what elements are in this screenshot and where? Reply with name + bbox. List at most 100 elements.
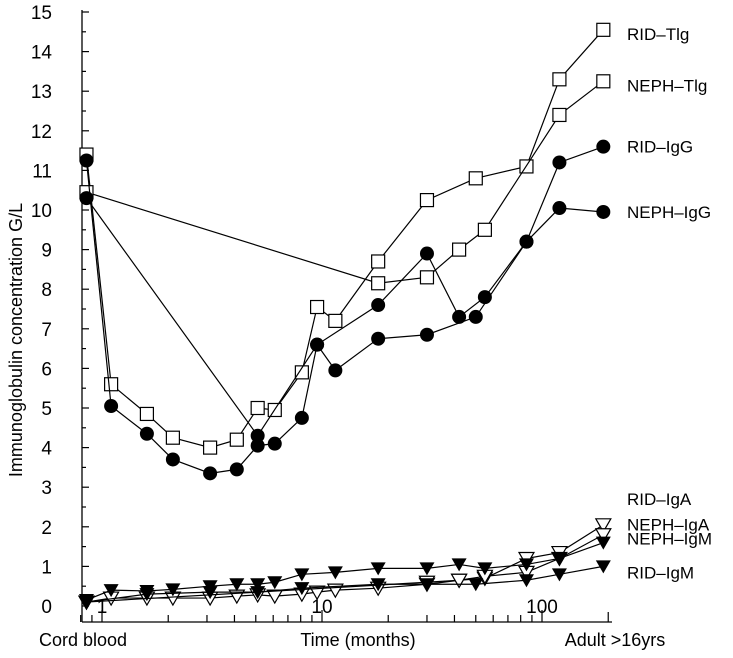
series-label: NEPH–IgA [627,516,710,535]
data-point [203,466,218,481]
data-point [294,365,309,380]
series-8 [78,560,611,610]
data-point [596,139,611,154]
data-point [250,578,266,592]
data-point [596,22,611,37]
data-point [468,578,484,592]
data-point [477,562,493,576]
series-label: NEPH–IgG [627,203,711,222]
series-layer [77,22,612,611]
y-tick-label: 0 [41,597,52,618]
x-tick-label: 1 [97,597,108,618]
series-label: RID–IgA [627,490,692,509]
data-point [371,254,386,269]
data-point [165,452,180,467]
data-point [452,242,467,257]
labels-layer: RID–Tlg NEPH–Tlg RID–IgG NEPH–IgG RID–IgA NEP… [627,25,712,583]
series-label: RID–IgG [627,138,693,157]
data-point [139,406,155,422]
data-point [371,298,386,313]
data-point [595,560,611,574]
data-point [327,566,343,580]
data-point [229,432,244,447]
y-tick-label: 7 [41,320,52,341]
data-point [104,377,119,392]
data-point [518,574,534,588]
data-point [103,584,119,598]
data-point [419,193,435,208]
data-point [104,399,119,414]
data-point [250,428,265,443]
data-point [328,313,343,328]
data-point [371,276,386,291]
data-point [78,596,94,610]
data-point [419,327,434,342]
x-category-label-right: Adult >16yrs [565,630,666,650]
data-point [310,337,325,352]
x-axis-label: Time (months) [300,630,415,650]
data-point [552,107,567,123]
y-tick-label: 2 [41,518,52,539]
data-point [229,578,245,592]
x-tick-label: 100 [526,597,558,618]
data-point [371,331,386,346]
series-line [86,80,604,284]
y-tick-label: 1 [41,557,52,578]
x-tick-label: 10 [311,597,332,618]
data-point [596,74,611,89]
data-point [552,155,567,170]
data-point [79,153,94,168]
data-point [519,234,534,249]
y-tick-label: 15 [31,3,52,24]
y-tick-label: 12 [31,122,52,143]
data-point [250,438,265,453]
data-point [477,290,492,305]
data-point [370,578,386,592]
data-point [202,440,218,455]
data-point [552,201,567,216]
y-axis-label: Immunoglobulin concentration G/L [6,203,26,477]
data-point [419,562,435,576]
series-2 [79,74,611,291]
data-point [266,589,284,605]
data-point [139,426,154,441]
data-point [202,586,218,600]
data-point [468,309,483,324]
series-4 [79,191,611,443]
y-tick-label: 3 [41,478,52,499]
data-point [79,191,94,206]
series-3 [79,139,611,481]
data-point [267,436,282,451]
y-tick-label: 4 [41,439,52,460]
series-label: RID–IgM [627,563,694,582]
data-point [328,363,343,378]
series-line [85,197,604,437]
data-point [452,309,467,324]
data-point [165,430,180,445]
data-point [370,562,386,576]
data-point [294,410,309,425]
y-tick-label: 11 [32,161,52,182]
data-point [419,246,434,261]
y-tick-label: 5 [41,399,52,420]
data-point [139,588,155,602]
data-point [477,222,492,237]
series-label: RID–Tlg [627,25,689,44]
data-point [419,578,435,592]
y-tick-label: 14 [31,43,53,64]
data-point [309,299,325,315]
data-point [551,568,567,582]
data-point [594,518,612,534]
data-point [468,171,483,186]
y-tick-label: 6 [41,359,52,380]
y-tick-label: 10 [31,201,52,222]
data-point [450,573,468,589]
data-point [250,586,266,600]
data-point [518,558,534,572]
data-point [165,583,181,597]
data-point [595,536,611,550]
series-line [85,146,604,474]
data-point [594,528,612,543]
